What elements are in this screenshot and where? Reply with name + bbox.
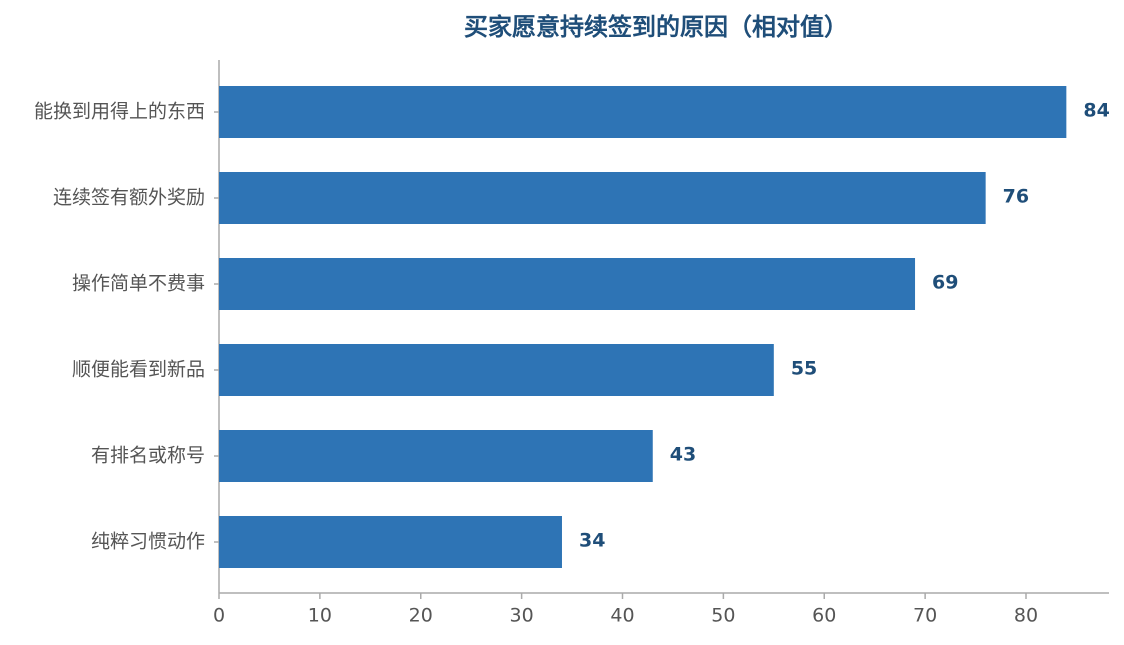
x-tick-label: 30 <box>510 605 534 627</box>
value-label: 55 <box>791 358 817 380</box>
y-tick-label: 连续签有额外奖励 <box>53 187 205 209</box>
y-tick-label: 顺便能看到新品 <box>72 359 205 381</box>
bar <box>219 516 562 568</box>
value-label: 69 <box>932 272 958 294</box>
bar <box>219 430 653 482</box>
x-tick-label: 80 <box>1014 605 1038 627</box>
y-tick-label: 能换到用得上的东西 <box>34 101 205 123</box>
y-tick-label: 操作简单不费事 <box>72 273 205 295</box>
value-label: 34 <box>579 530 605 552</box>
x-tick-label: 0 <box>213 605 225 627</box>
x-tick-label: 40 <box>610 605 634 627</box>
x-tick-label: 70 <box>913 605 937 627</box>
bar <box>219 172 986 224</box>
bar <box>219 344 774 396</box>
x-tick-label: 10 <box>308 605 332 627</box>
y-tick-label: 纯粹习惯动作 <box>91 531 205 553</box>
chart-title: 买家愿意持续签到的原因（相对值） <box>464 13 848 41</box>
value-label: 76 <box>1003 186 1029 208</box>
y-tick-label: 有排名或称号 <box>91 445 205 467</box>
value-label: 84 <box>1083 100 1109 122</box>
bar <box>219 86 1067 138</box>
x-tick-label: 20 <box>409 605 433 627</box>
value-label: 43 <box>670 444 696 466</box>
bar <box>219 258 916 310</box>
x-tick-label: 60 <box>812 605 836 627</box>
x-tick-label: 50 <box>711 605 735 627</box>
